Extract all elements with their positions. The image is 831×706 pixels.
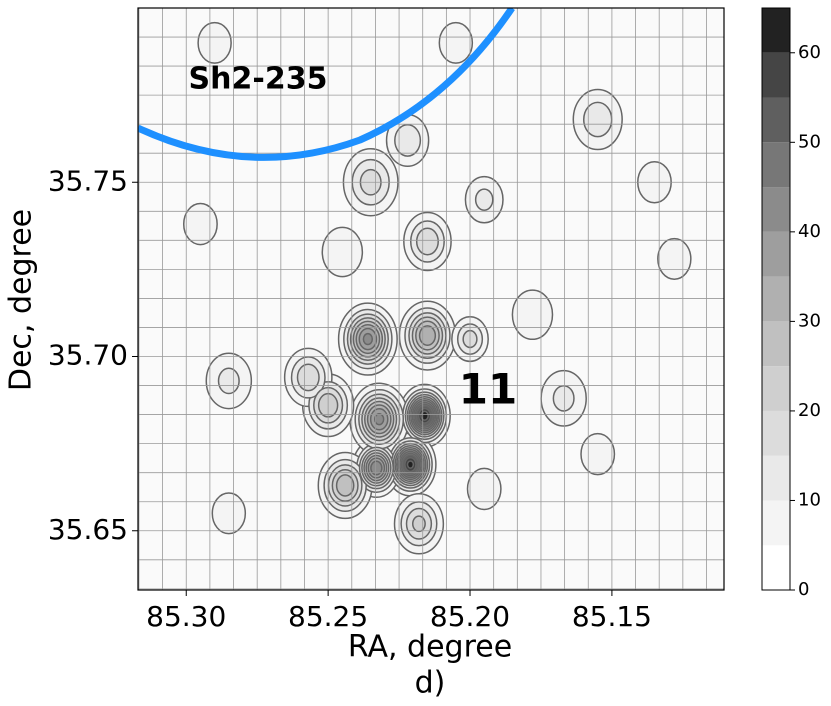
contour-level [657, 237, 692, 280]
colorbar-tick-label: 0 [798, 579, 809, 600]
contour-level [406, 460, 415, 469]
colorbar-band [762, 455, 790, 501]
annotation: Sh2-235 [189, 62, 328, 97]
colorbar-band [762, 545, 790, 590]
contour-level [182, 202, 218, 246]
colorbar-tick-label: 20 [798, 400, 821, 421]
colorbar: 0 10 20 30 40 50 60 [761, 7, 821, 600]
contour-level [211, 492, 247, 535]
plot-background [138, 8, 724, 590]
colorbar-band [762, 410, 790, 456]
x-axis-label: RA, degree [348, 630, 512, 665]
colorbar-band [762, 187, 790, 232]
contour-level [552, 384, 575, 412]
x-tick-label: 85.15 [572, 600, 652, 633]
x-tick-label: 85.30 [146, 600, 226, 633]
colorbar-band [762, 8, 790, 53]
contour-level [411, 515, 426, 533]
colorbar-frame [761, 7, 791, 591]
contour-level [374, 413, 385, 426]
contour-level [511, 289, 554, 341]
contour-level [394, 123, 422, 157]
colorbar-tick-label: 50 [798, 131, 821, 152]
colorbar-band [762, 97, 790, 143]
contour-level [362, 332, 374, 346]
contour-level [580, 432, 616, 476]
contour-level [296, 363, 320, 392]
colorbar-band [762, 142, 790, 188]
colorbar-band [762, 500, 790, 546]
y-axis-label: Dec, degree [4, 209, 39, 391]
colorbar-tick-label: 40 [798, 221, 821, 242]
colorbar-band [762, 52, 790, 98]
contour-level [370, 460, 383, 476]
x-tick-label: 85.20 [430, 600, 510, 633]
plot-frame [137, 7, 725, 591]
contour-level [217, 367, 240, 395]
contour-level [474, 188, 494, 211]
contour-level [415, 227, 439, 256]
chart-title: d) [415, 666, 446, 701]
colorbar-tick-label: 30 [798, 310, 821, 331]
contour-level [466, 467, 502, 511]
colorbar-band [762, 276, 790, 322]
colorbar-band [762, 366, 790, 411]
y-tick-label: 35.65 [48, 513, 128, 546]
contour-level [420, 410, 429, 421]
y-tick-label: 35.70 [48, 339, 128, 372]
colorbar-band [762, 321, 790, 367]
colorbar-band [762, 231, 790, 277]
contour-level [438, 21, 474, 64]
colorbar-tick-label: 60 [798, 42, 821, 63]
y-tick-label: 35.75 [48, 164, 128, 197]
region-arc [138, 8, 515, 161]
colorbar-tick-label: 10 [798, 489, 821, 510]
contour-level [418, 325, 437, 347]
contour-level [321, 226, 364, 278]
contour-level [197, 21, 232, 64]
annotation: 11 [459, 365, 517, 414]
contour-level [335, 474, 355, 497]
x-tick-label: 85.25 [288, 600, 368, 633]
